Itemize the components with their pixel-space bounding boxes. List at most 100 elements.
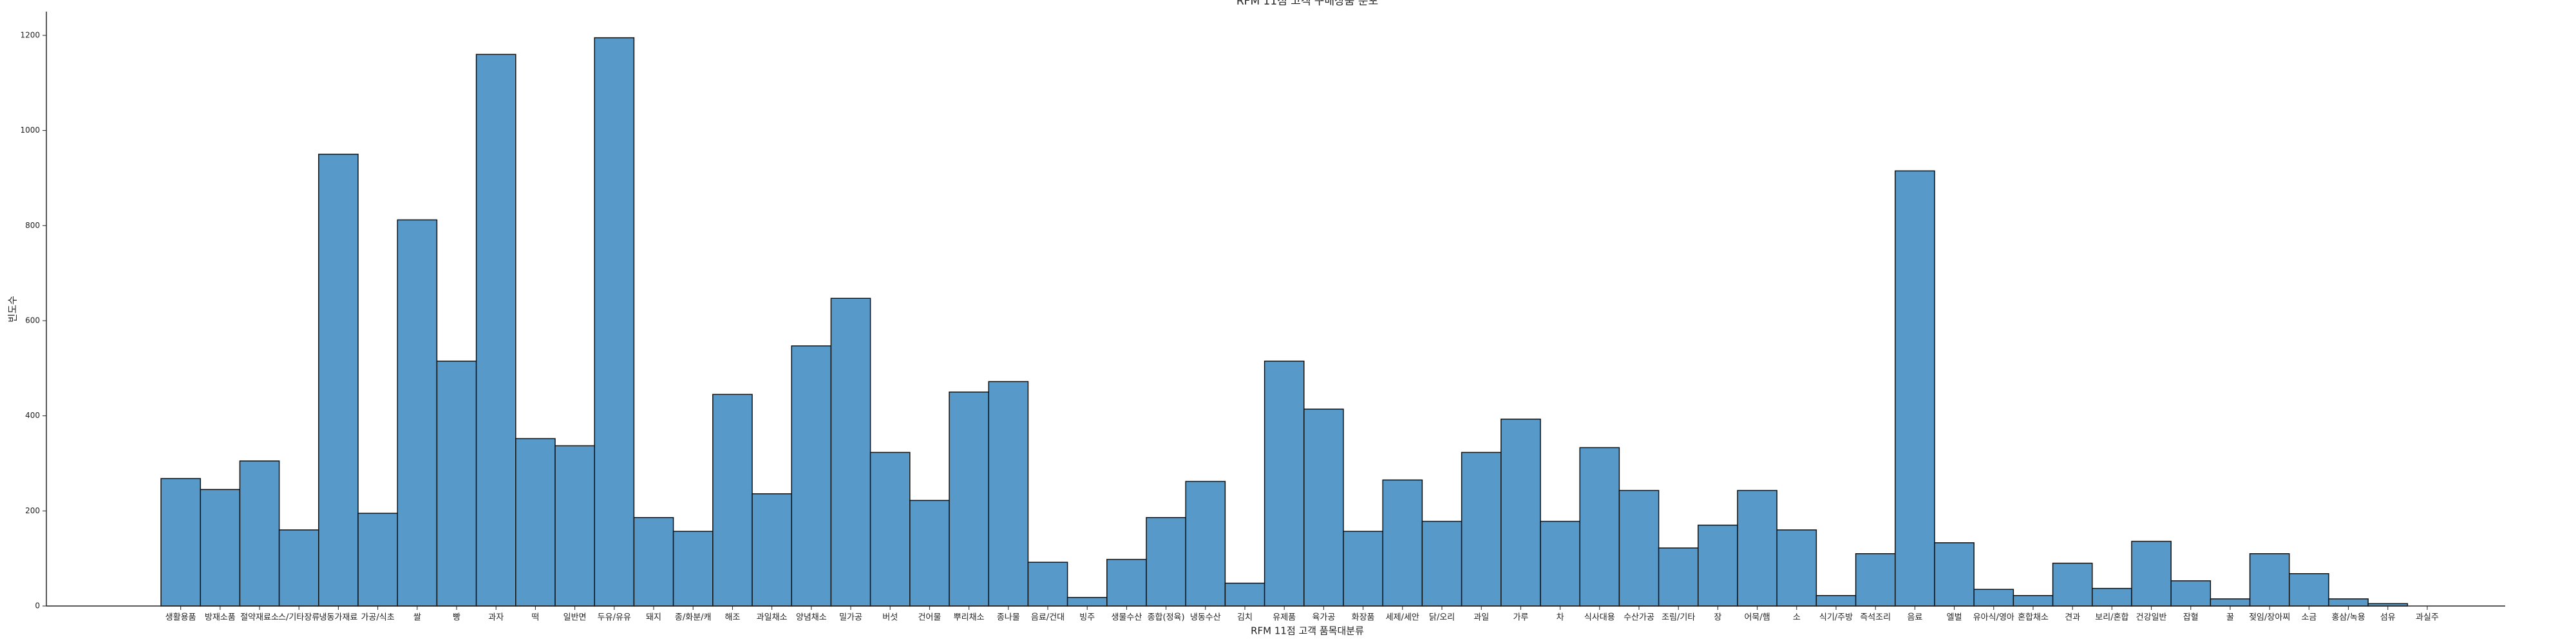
bar [752, 493, 792, 607]
x-tick-label: 해조 [724, 613, 740, 623]
x-tick-label: 유제품 [1273, 613, 1296, 623]
bar [239, 460, 280, 607]
x-tick-label: 냉동수산 [1190, 613, 1221, 623]
x-tick-label: 빙주 [1079, 613, 1095, 623]
x-tick-label: 젖임/장아찌 [2249, 613, 2290, 623]
x-tick-label: 세제/세안 [1386, 613, 1419, 623]
bar [1461, 451, 1502, 607]
y-tick-label: 400 [25, 411, 40, 420]
bar [2249, 553, 2290, 607]
x-tick-label: 건어물 [918, 613, 941, 623]
bar [672, 531, 714, 607]
x-tick-label: 꿀 [2226, 613, 2234, 623]
x-tick-label: 견과 [2065, 613, 2080, 623]
bar [2328, 598, 2369, 607]
bar [357, 513, 398, 607]
bar [712, 393, 753, 607]
x-tick-label: 가공/식초 [361, 613, 394, 623]
bar [1066, 596, 1108, 607]
x-tick-label: 쌀 [413, 613, 421, 623]
chart-title: RFM 11점 고객 구매상품 분포 [1236, 0, 1378, 8]
x-tick-label: 과실주 [2416, 613, 2439, 623]
bar [2289, 573, 2329, 607]
x-tick-label: 잡혈 [2183, 613, 2199, 623]
bar [594, 37, 635, 607]
x-tick-label: 음료/건대 [1031, 613, 1065, 623]
bar [1658, 547, 1699, 607]
bar [475, 53, 516, 607]
x-tick-label: 보리/혼합 [2095, 613, 2128, 623]
bar [2052, 562, 2093, 607]
x-tick-label: 즉석조리 [1860, 613, 1891, 623]
bar [949, 391, 989, 607]
y-tick-label: 0 [35, 601, 40, 611]
x-tick-label: 건강일반 [2136, 613, 2167, 623]
bar [1540, 520, 1580, 607]
x-tick-label: 유아식/영아 [1973, 613, 2014, 623]
bar [1737, 489, 1777, 607]
x-tick-label: 두유/유유 [598, 613, 631, 623]
x-tick-label: 어묵/햄 [1744, 612, 1770, 623]
bar [2092, 587, 2132, 607]
x-tick-label: 차 [1557, 613, 1564, 623]
x-tick-label: 혼합채소 [2018, 613, 2049, 623]
bar [2210, 598, 2251, 607]
x-tick-label: 식사대용 [1584, 613, 1615, 623]
bar [1895, 170, 1935, 607]
x-tick-label: 종/화분/캐 [675, 613, 712, 623]
bar [909, 500, 950, 607]
y-tick-label: 800 [25, 221, 40, 230]
y-tick-label: 600 [25, 316, 40, 325]
x-tick-label: 과자 [488, 613, 504, 623]
bar [2170, 580, 2211, 607]
x-tick-label: 일반면 [564, 613, 587, 623]
bar [1343, 531, 1383, 607]
x-tick-label: 돼지 [646, 613, 661, 623]
bar [1146, 516, 1186, 607]
y-tick-label: 1200 [20, 30, 40, 39]
bar [1618, 489, 1660, 607]
y-axis-label: 빈도수 [7, 296, 19, 322]
bar [2012, 595, 2054, 607]
x-tick-label: 소금 [2301, 613, 2316, 623]
bar [436, 360, 477, 607]
x-tick-label: 수산가공 [1624, 613, 1654, 623]
bar [1264, 360, 1305, 607]
bar [988, 381, 1029, 607]
x-tick-label: 생활용품 [166, 613, 196, 623]
bar [554, 445, 595, 607]
x-axis-label: RFM 11점 고객 품목대분류 [1251, 625, 1364, 637]
bar [1934, 542, 1975, 607]
x-tick-label: 뿌리채소 [954, 613, 985, 623]
bar [869, 451, 911, 607]
bar [318, 153, 359, 607]
x-tick-label: 떡 [531, 613, 539, 623]
bar [2131, 540, 2172, 607]
bar [1106, 558, 1147, 607]
bar [397, 219, 438, 607]
bar [1855, 553, 1896, 607]
x-tick-label: 가루 [1513, 613, 1528, 623]
bar [1973, 589, 2014, 607]
y-tick-label: 1000 [20, 126, 40, 135]
bar [1185, 480, 1226, 607]
bar [278, 529, 319, 607]
x-tick-label: 육가공 [1312, 613, 1335, 623]
x-tick-label: 빵 [453, 613, 460, 623]
x-tick-label: 밀가공 [839, 613, 862, 623]
bar [1579, 447, 1620, 607]
x-tick-label: 식기/주방 [1819, 613, 1853, 623]
x-tick-label: 음료 [1907, 613, 1922, 623]
bar [1421, 520, 1463, 607]
x-tick-label: 닭/오리 [1429, 613, 1455, 623]
x-tick-label: 과일채소 [757, 613, 788, 623]
x-tick-label: 버섯 [882, 613, 898, 623]
x-tick-label: 장 [1714, 613, 1721, 623]
bar [1815, 595, 1857, 607]
bar [1224, 582, 1265, 607]
bar [200, 489, 241, 607]
bar [1303, 408, 1344, 607]
bar [830, 298, 871, 607]
x-tick-label: 과일 [1473, 613, 1489, 623]
x-tick-label: 김치 [1237, 613, 1253, 623]
